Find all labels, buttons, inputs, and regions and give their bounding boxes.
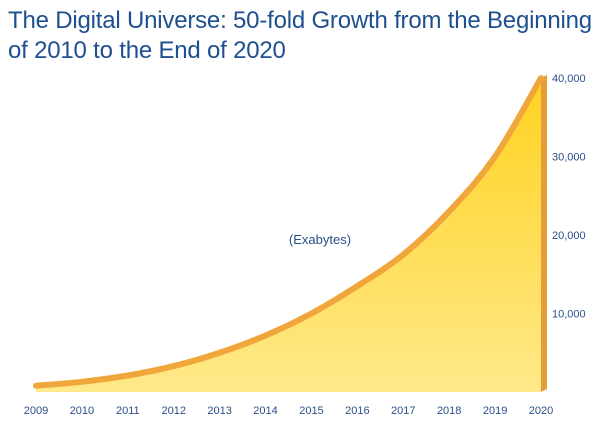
data-point-2012 (172, 364, 176, 368)
x-tick-label: 2014 (253, 405, 277, 417)
data-point-2016 (355, 284, 359, 288)
x-tick-label: 2010 (70, 405, 94, 417)
y-axis-ticks: 10,000 20,000 30,000 40,000 (552, 73, 586, 321)
x-tick-label: 2011 (116, 405, 140, 417)
y-tick-label: 10,000 (552, 309, 586, 321)
data-point-2015 (309, 312, 313, 315)
y-tick-label: 20,000 (552, 230, 586, 242)
x-tick-label: 2017 (391, 405, 415, 417)
x-tick-label: 2012 (161, 405, 185, 417)
units-annotation: (Exabytes) (289, 232, 351, 247)
x-tick-label: 2020 (529, 405, 553, 417)
x-tick-label: 2016 (345, 405, 369, 417)
data-point-2010 (80, 380, 84, 384)
data-point-2017 (401, 253, 405, 257)
data-point-2019 (493, 155, 497, 158)
data-point-2014 (264, 333, 268, 337)
x-tick-label: 2013 (207, 405, 231, 417)
y-tick-label: 30,000 (552, 152, 586, 164)
data-point-2013 (218, 351, 222, 355)
x-tick-label: 2019 (483, 405, 507, 417)
x-tick-label: 2018 (437, 405, 461, 417)
area-side-face (541, 75, 547, 392)
data-points (34, 76, 543, 388)
x-tick-label: 2009 (24, 405, 48, 417)
area-fill (36, 78, 541, 392)
x-tick-label: 2015 (299, 405, 323, 417)
data-point-2011 (126, 374, 130, 378)
data-point-2020 (539, 76, 543, 80)
chart-title: The Digital Universe: 50-fold Growth fro… (8, 7, 592, 64)
data-point-2018 (447, 209, 451, 213)
data-point-2009 (34, 384, 38, 388)
y-tick-label: 40,000 (552, 73, 586, 85)
x-axis-ticks: 2009 2010 2011 2012 2013 2014 2015 2016 2017 2018… (24, 405, 553, 417)
